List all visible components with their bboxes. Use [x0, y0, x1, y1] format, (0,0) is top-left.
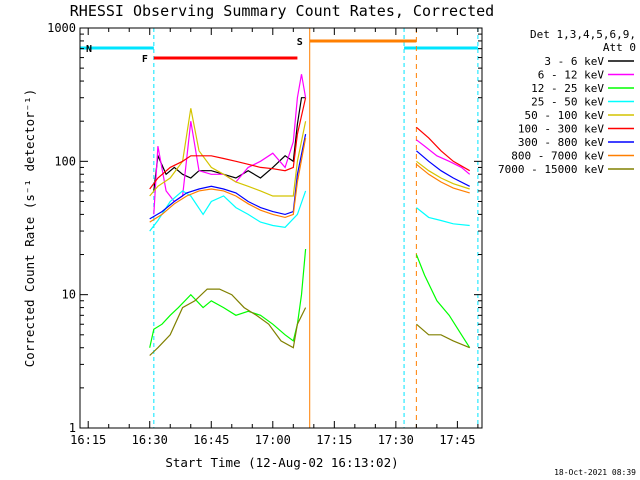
legend-label-2: 12 - 25 keV [531, 82, 604, 95]
series-line-4-seg-2 [416, 160, 470, 190]
x-tick-label-2: 16:45 [193, 433, 229, 447]
x-axis-label: Start Time (12-Aug-02 16:13:02) [165, 455, 398, 470]
series-line-6-seg-2 [416, 150, 470, 187]
series-line-7-seg-1 [149, 137, 307, 223]
series-line-1-seg-1 [416, 139, 471, 175]
legend-label-6: 300 - 800 keV [518, 136, 604, 149]
x-tick-label-3: 17:00 [255, 433, 291, 447]
series-line-2-seg-2 [415, 254, 471, 349]
y-axis-ticks: 1 10 100 1000 [47, 21, 482, 435]
legend-header-line-1: Det 1,3,4,5,6,9, [530, 28, 636, 41]
legend-label-1: 6 - 12 keV [538, 69, 605, 82]
legend-label-0: 3 - 6 keV [544, 55, 604, 68]
legend-header-line-2: Att 0 [603, 41, 636, 54]
series-line-2-seg-1 [149, 248, 307, 348]
x-tick-label-1: 16:30 [132, 433, 168, 447]
x-tick-label-0: 16:15 [70, 433, 106, 447]
flag-label-saa-3: S [297, 37, 303, 48]
legend-label-7: 800 - 7000 keV [511, 150, 604, 163]
flag-label-flare-2: F [142, 54, 148, 65]
observing-flags: N F S [80, 28, 479, 428]
series-line-4-seg-1 [149, 108, 307, 197]
x-tick-label-5: 17:30 [378, 433, 414, 447]
series-line-0-seg-0 [153, 97, 306, 191]
y-tick-label-3: 1000 [47, 21, 76, 35]
footer-timestamp: 18-Oct-2021 08:39 [554, 468, 636, 477]
x-tick-label-6: 17:45 [439, 433, 475, 447]
y-tick-label-1: 10 [62, 288, 76, 302]
legend-label-5: 100 - 300 keV [518, 123, 604, 136]
y-tick-label-0: 1 [69, 421, 76, 435]
legend-label-3: 25 - 50 keV [531, 96, 604, 109]
plot-area [79, 27, 483, 429]
x-axis-ticks: 16:15 16:30 16:45 17:00 17:15 17:30 17:45 [70, 28, 479, 447]
series-line-8-seg-2 [416, 323, 470, 349]
series-line-5-seg-1 [149, 97, 307, 190]
y-tick-label-2: 100 [54, 154, 76, 168]
series-line-6-seg-1 [149, 133, 307, 220]
axes-frame [79, 27, 483, 429]
flag-label-night-0: N [86, 44, 92, 55]
chart-title: RHESSI Observing Summary Count Rates, Co… [70, 2, 494, 20]
series-line-8-seg-1 [149, 288, 307, 356]
series-line-3-seg-1 [149, 190, 307, 232]
series-line-7-seg-2 [416, 163, 470, 194]
x-tick-label-4: 17:15 [316, 433, 352, 447]
legend-label-8: 7000 - 15000 keV [498, 163, 604, 176]
legend-label-4: 50 - 100 keV [525, 109, 605, 122]
series-line-5-seg-2 [416, 126, 470, 172]
series-line-3-seg-2 [416, 207, 470, 227]
y-axis-label: Corrected Count Rate (s⁻¹ detector⁻¹) [22, 89, 37, 367]
